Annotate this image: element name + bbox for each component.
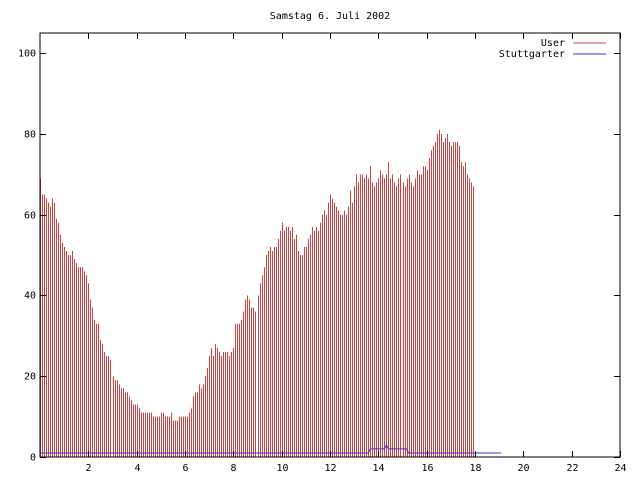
x-tick-label: 24: [614, 463, 626, 474]
legend-label-user: User: [541, 38, 565, 49]
x-tick-label: 18: [469, 463, 481, 474]
x-tick-label: 4: [134, 463, 140, 474]
y-tick-label: 80: [24, 130, 36, 141]
x-tick-label: 20: [517, 463, 529, 474]
x-tick-label: 6: [182, 463, 188, 474]
y-axis: 0 20 40 60 80 100: [18, 49, 620, 464]
y-tick-label: 60: [24, 211, 36, 222]
user-bars: [40, 129, 474, 457]
chart-title: Samstag 6. Juli 2002: [270, 11, 390, 22]
x-axis: 2 4 6 8 10 12 14 16 18 20 22 24: [85, 33, 627, 474]
x-tick-label: 2: [85, 463, 91, 474]
x-tick-label: 14: [372, 463, 384, 474]
legend: User Stuttgarter: [499, 38, 606, 60]
legend-label-stuttgarter: Stuttgarter: [499, 49, 565, 60]
y-tick-label: 20: [24, 372, 36, 383]
x-tick-label: 8: [230, 463, 236, 474]
x-tick-label: 10: [276, 463, 288, 474]
y-tick-label: 0: [30, 453, 36, 464]
y-tick-label: 40: [24, 291, 36, 302]
stuttgarter-line: [40, 443, 502, 454]
x-tick-label: 22: [566, 463, 578, 474]
y-tick-label: 100: [18, 49, 36, 60]
x-tick-label: 16: [421, 463, 433, 474]
x-tick-label: 12: [324, 463, 336, 474]
